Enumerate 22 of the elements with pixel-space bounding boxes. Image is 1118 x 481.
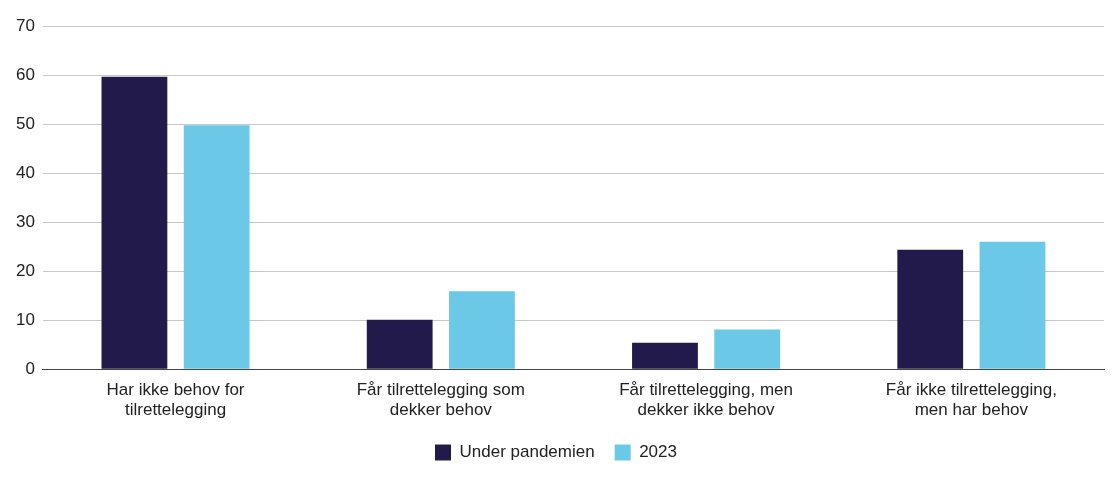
x-tick-label: Har ikke behov for tilrettelegging: [106, 380, 245, 420]
bar: [101, 76, 168, 369]
x-tick-label: Får tilrettelegging, men dekker ikke behov: [619, 380, 794, 420]
bar: [714, 329, 781, 369]
y-tick-label: 40: [15, 162, 35, 182]
bar: [449, 291, 515, 369]
y-tick-label: 20: [15, 260, 35, 280]
y-tick-label: 10: [15, 309, 35, 329]
x-tick-label: Får ikke tilrettelegging, men har behov: [885, 380, 1057, 420]
bar: [897, 249, 964, 369]
bar: [183, 125, 250, 369]
y-tick-label: 0: [25, 358, 35, 378]
x-tick-label: Får tilrettelegging som dekker behov: [356, 380, 525, 420]
y-tick-label: 50: [15, 113, 35, 133]
bar: [979, 241, 1046, 369]
legend-label: Under pandemien: [459, 442, 595, 462]
legend-label: 2023: [639, 442, 677, 462]
y-tick-label: 70: [15, 15, 35, 35]
y-tick-label: 30: [15, 211, 35, 231]
bar: [366, 319, 433, 369]
bar: [632, 342, 698, 369]
y-tick-label: 60: [15, 64, 35, 84]
